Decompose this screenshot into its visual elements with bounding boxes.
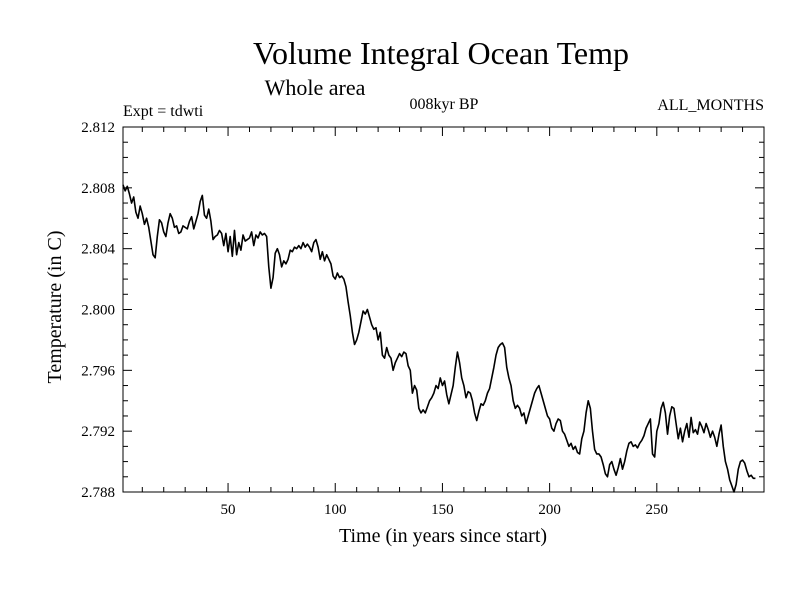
- x-tick-label: 50: [221, 502, 236, 518]
- chart-subtitle: Whole area: [265, 75, 366, 100]
- header-center-label: 008kyr BP: [410, 96, 479, 113]
- y-tick-label: 2.800: [81, 303, 115, 319]
- header-right-label: ALL_MONTHS: [657, 97, 764, 114]
- plot-frame: [122, 126, 765, 493]
- x-tick-labels: 50 100 150 200 250: [221, 502, 669, 518]
- y-tick-label: 2.808: [81, 181, 115, 197]
- y-tick-label: 2.812: [81, 120, 115, 136]
- series-line: [122, 184, 756, 493]
- x-tick-label: 150: [431, 502, 454, 518]
- chart-title: Volume Integral Ocean Temp: [253, 35, 629, 71]
- y-tick-label: 2.796: [81, 363, 115, 379]
- y-tick-label: 2.804: [81, 242, 115, 258]
- y-tick-labels: 2.788 2.792 2.796 2.800 2.804 2.808 2.812: [81, 120, 115, 501]
- x-tick-label: 250: [646, 502, 669, 518]
- axis-ticks: [123, 126, 765, 493]
- series-layer: [122, 184, 756, 493]
- header-left-label: Expt = tdwti: [123, 103, 204, 120]
- y-tick-label: 2.792: [81, 424, 115, 440]
- y-axis-label: Temperature (in C): [44, 231, 66, 384]
- x-tick-label: 200: [538, 502, 561, 518]
- x-axis-label: Time (in years since start): [339, 525, 547, 547]
- x-tick-label: 100: [324, 502, 347, 518]
- y-tick-label: 2.788: [81, 485, 115, 501]
